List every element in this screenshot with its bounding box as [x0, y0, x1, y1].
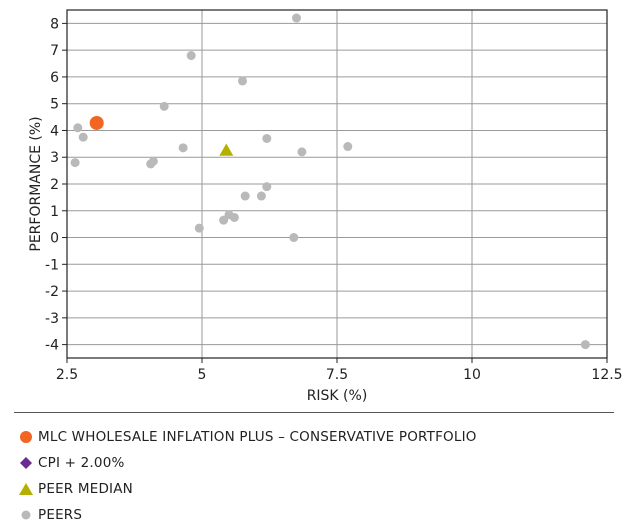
y-tick-label: -1: [45, 257, 59, 273]
peer-point: [186, 51, 196, 61]
legend-label-peers: PEERS: [38, 507, 83, 523]
peer-point: [240, 191, 250, 201]
y-tick-label: 7: [50, 43, 59, 59]
legend-item-peer-median: PEER MEDIAN: [18, 476, 618, 502]
x-tick-label: 12.5: [591, 367, 622, 383]
peer-point: [343, 142, 353, 152]
legend-label-cpi: CPI + 2.00%: [38, 455, 125, 471]
y-tick-label: -4: [45, 338, 59, 354]
peer-point: [194, 223, 204, 233]
peer-point: [159, 101, 169, 111]
peer-point: [262, 133, 272, 143]
x-axis-title: RISK (%): [307, 388, 368, 404]
peer-point: [262, 182, 272, 192]
chart-legend: MLC WHOLESALE INFLATION PLUS – CONSERVAT…: [18, 424, 618, 528]
orange-circle-icon: [18, 429, 34, 445]
peer-point: [238, 76, 247, 86]
legend-item-cpi: CPI + 2.00%: [18, 450, 618, 476]
legend-item-peers: PEERS: [18, 502, 618, 528]
legend-label-portfolio: MLC WHOLESALE INFLATION PLUS – CONSERVAT…: [38, 429, 477, 445]
x-tick-label: 7.5: [326, 367, 348, 383]
legend-label-peer-median: PEER MEDIAN: [38, 481, 133, 497]
grey-circle-icon: [18, 507, 34, 523]
peer-point: [580, 340, 590, 350]
y-tick-label: 1: [50, 204, 59, 220]
y-tick-label: 4: [50, 123, 59, 139]
peer-point: [70, 158, 80, 168]
peer-point: [289, 233, 299, 243]
legend-item-portfolio: MLC WHOLESALE INFLATION PLUS – CONSERVAT…: [18, 424, 618, 450]
portfolio-point: [89, 115, 104, 130]
peer-point: [73, 123, 83, 133]
plot-frame: [66, 9, 608, 359]
legend-divider: [14, 412, 614, 413]
x-tick-label: 2.5: [56, 367, 78, 383]
olive-triangle-icon: [18, 481, 34, 497]
peer-point: [292, 13, 301, 23]
peer-point: [148, 156, 158, 166]
y-tick-label: 8: [50, 16, 59, 32]
peer-point: [78, 132, 88, 142]
y-tick-label: 2: [50, 177, 59, 193]
y-axis-ticks: 8 7 6 5 4 3 2 1 0 -1 -2 -3 -4: [45, 16, 67, 354]
peer-median-point: [219, 143, 234, 156]
x-tick-label: 10: [463, 367, 481, 383]
peer-point: [178, 143, 188, 153]
y-tick-label: -2: [45, 284, 59, 300]
x-tick-label: 5: [198, 367, 207, 383]
y-tick-label: 3: [50, 150, 59, 166]
peer-point: [256, 191, 266, 201]
y-tick-label: 5: [50, 97, 59, 113]
data-points: [70, 13, 590, 350]
peer-point: [297, 147, 307, 157]
y-tick-label: 0: [50, 231, 59, 247]
purple-diamond-icon: [18, 455, 34, 471]
y-tick-label: 6: [50, 70, 59, 86]
grid: [66, 10, 608, 358]
peer-point: [229, 212, 239, 222]
x-axis-ticks: 2.5 5 7.5 10 12.5: [56, 358, 623, 383]
y-tick-label: -3: [45, 311, 59, 327]
y-axis-title: PERFORMANCE (%): [28, 116, 44, 251]
